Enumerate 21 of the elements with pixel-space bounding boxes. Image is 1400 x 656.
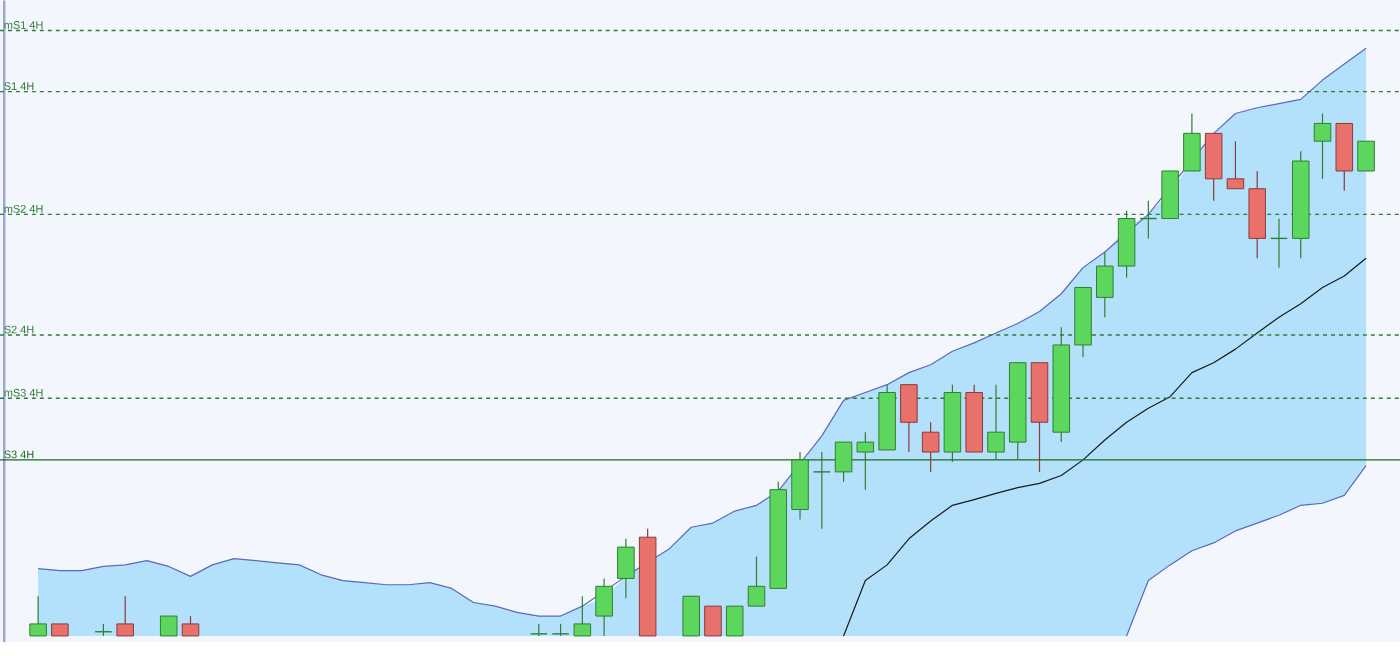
candlestick <box>921 421 940 473</box>
candlestick <box>1226 140 1245 190</box>
candlestick <box>747 555 766 607</box>
candlestick <box>1313 112 1332 180</box>
candlestick <box>181 615 200 637</box>
candlestick <box>1183 112 1201 172</box>
candlestick <box>595 577 613 637</box>
candlestick <box>900 384 918 453</box>
candlestick <box>725 605 744 637</box>
candlestick <box>704 605 722 637</box>
candlestick <box>1335 122 1354 192</box>
candlestick <box>573 595 592 637</box>
candlestick <box>1096 251 1114 318</box>
candlestick <box>159 615 178 637</box>
candlestick <box>1204 132 1223 202</box>
candlestick <box>682 595 700 637</box>
candlestick <box>617 538 635 599</box>
candlestick <box>1357 140 1375 172</box>
candlestick <box>29 595 47 637</box>
candlestick <box>812 451 831 530</box>
candlestick <box>116 595 134 637</box>
